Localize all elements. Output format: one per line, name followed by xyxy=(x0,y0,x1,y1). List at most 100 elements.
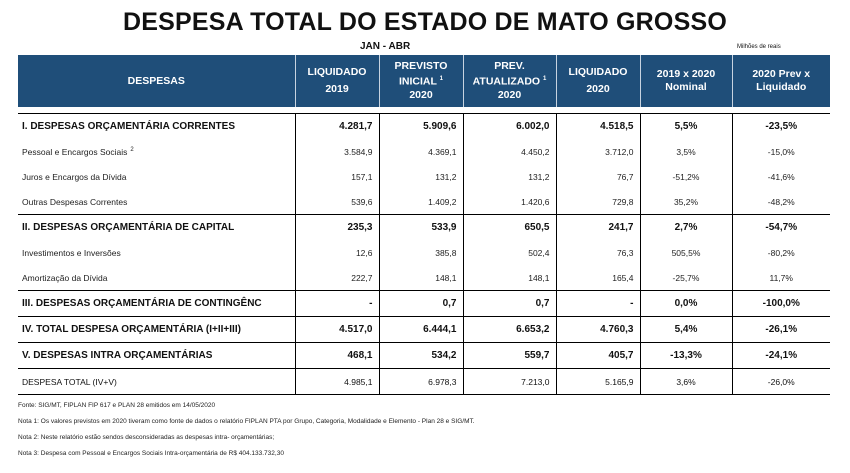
table-row: DESPESA TOTAL (IV+V) 4.985,1 6.978,3 7.213,… xyxy=(18,368,830,395)
table-row: Investimentos e Inversões 12,6 385,8 502,4 7… xyxy=(18,240,830,265)
cell-p2: -26,0% xyxy=(731,368,830,395)
table-row: Pessoal e Encargos Sociais 2 3.584,9 4.369,… xyxy=(18,139,830,164)
period-label: JAN - ABR xyxy=(360,41,411,52)
cell-v2: 4.369,1 xyxy=(378,139,463,164)
cell-v4: 165,4 xyxy=(555,265,640,291)
table-row: Juros e Encargos da Dívida 157,1 131,2 131,… xyxy=(18,164,830,189)
row-label: Outras Despesas Correntes xyxy=(22,196,128,207)
cell-v4: 5.165,9 xyxy=(555,368,640,395)
table-header: DESPESAS LIQUIDADO 2019 PREVISTO INICIAL… xyxy=(18,55,830,107)
table-row: V. DESPESAS INTRA ORÇAMENTÁRIAS 468,1 534,… xyxy=(18,342,830,369)
cell-v2: 385,8 xyxy=(378,240,463,265)
cell-p2: -26,1% xyxy=(731,316,830,343)
row-label: Pessoal e Encargos Sociais 2 xyxy=(22,146,134,157)
table-row: I. DESPESAS ORÇAMENTÁRIA CORRENTES 4.281,… xyxy=(18,113,830,139)
cell-p2: -48,2% xyxy=(731,189,830,215)
footnote-3: Nota 3: Despesa com Pessoal e Encargos S… xyxy=(18,450,284,457)
row-label: II. DESPESAS ORÇAMENTÁRIA DE CAPITAL xyxy=(18,214,295,240)
cell-v4: 729,8 xyxy=(555,189,640,215)
cell-v2: 6.978,3 xyxy=(378,368,463,395)
cell-v4: 405,7 xyxy=(555,342,640,369)
cell-v1: 3.584,9 xyxy=(294,139,379,164)
table-row: II. DESPESAS ORÇAMENTÁRIA DE CAPITAL 235,… xyxy=(18,214,830,240)
cell-v1: 4.281,7 xyxy=(294,113,379,139)
cell-v3: 0,7 xyxy=(462,290,556,317)
header-despesas: DESPESAS xyxy=(18,55,295,107)
cell-v3: 502,4 xyxy=(462,240,556,265)
cell-p2: -24,1% xyxy=(731,342,830,369)
cell-v4: 241,7 xyxy=(555,214,640,240)
cell-v1: 4.517,0 xyxy=(294,316,379,343)
cell-v4: 3.712,0 xyxy=(555,139,640,164)
cell-v3: 6.653,2 xyxy=(462,316,556,343)
cell-v1: 235,3 xyxy=(294,214,379,240)
header-liquidado-2020: LIQUIDADO 2020 xyxy=(555,55,640,107)
cell-p1: 5,4% xyxy=(639,316,732,343)
header-prev-vs-liquidado: 2020 Prev x Liquidado xyxy=(731,55,830,107)
cell-v2: 5.909,6 xyxy=(378,113,463,139)
cell-v3: 6.002,0 xyxy=(462,113,556,139)
row-label: V. DESPESAS INTRA ORÇAMENTÁRIAS xyxy=(18,342,295,369)
table-row: Outras Despesas Correntes 539,6 1.409,2 1.4… xyxy=(18,189,830,215)
row-label: III. DESPESAS ORÇAMENTÁRIA DE CONTINGÊNC xyxy=(18,290,295,317)
cell-p1: 2,7% xyxy=(639,214,732,240)
cell-p1: -13,3% xyxy=(639,342,732,369)
expense-table: DESPESAS LIQUIDADO 2019 PREVISTO INICIAL… xyxy=(18,55,830,395)
cell-v1: - xyxy=(294,290,379,317)
row-label: IV. TOTAL DESPESA ORÇAMENTÁRIA (I+II+III… xyxy=(18,316,295,343)
cell-v1: 468,1 xyxy=(294,342,379,369)
cell-p1: 5,5% xyxy=(639,113,732,139)
cell-v2: 131,2 xyxy=(378,164,463,189)
footnotes: Fonte: SIG/MT, FIPLAN FIP 617 e PLAN 28 … xyxy=(18,402,475,466)
table-row: III. DESPESAS ORÇAMENTÁRIA DE CONTINGÊNC… xyxy=(18,290,830,317)
cell-v2: 1.409,2 xyxy=(378,189,463,215)
header-prev-atualizado-2020: PREV. ATUALIZADO 1 2020 xyxy=(462,55,556,107)
cell-v3: 148,1 xyxy=(462,265,556,291)
cell-v3: 1.420,6 xyxy=(462,189,556,215)
cell-p2: -100,0% xyxy=(731,290,830,317)
cell-v2: 0,7 xyxy=(378,290,463,317)
cell-v3: 4.450,2 xyxy=(462,139,556,164)
cell-p1: -25,7% xyxy=(639,265,732,291)
cell-p1: 3,6% xyxy=(639,368,732,395)
cell-p2: -23,5% xyxy=(731,113,830,139)
cell-v4: - xyxy=(555,290,640,317)
cell-p1: 35,2% xyxy=(639,189,732,215)
cell-v4: 4.518,5 xyxy=(555,113,640,139)
footnote-source: Fonte: SIG/MT, FIPLAN FIP 617 e PLAN 28 … xyxy=(18,402,216,409)
cell-v3: 559,7 xyxy=(462,342,556,369)
cell-p1: 505,5% xyxy=(639,240,732,265)
cell-p1: -51,2% xyxy=(639,164,732,189)
header-nominal-variation: 2019 x 2020 Nominal xyxy=(639,55,732,107)
cell-v1: 222,7 xyxy=(294,265,379,291)
cell-v2: 533,9 xyxy=(378,214,463,240)
cell-v2: 148,1 xyxy=(378,265,463,291)
cell-v3: 131,2 xyxy=(462,164,556,189)
cell-p2: -80,2% xyxy=(731,240,830,265)
report-title: DESPESA TOTAL DO ESTADO DE MATO GROSSO xyxy=(123,8,727,36)
header-previsto-inicial-2020: PREVISTO INICIAL 1 2020 xyxy=(378,55,463,107)
cell-v1: 12,6 xyxy=(294,240,379,265)
cell-p1: 3,5% xyxy=(639,139,732,164)
cell-v3: 7.213,0 xyxy=(462,368,556,395)
header-liquidado-2019: LIQUIDADO 2019 xyxy=(294,55,379,107)
cell-v2: 6.444,1 xyxy=(378,316,463,343)
cell-v1: 157,1 xyxy=(294,164,379,189)
cell-v3: 650,5 xyxy=(462,214,556,240)
row-label: Juros e Encargos da Dívida xyxy=(22,171,127,182)
cell-p2: 11,7% xyxy=(731,265,830,291)
footnote-1: Nota 1: Os valores previstos em 2020 tiv… xyxy=(18,418,475,425)
cell-v1: 539,6 xyxy=(294,189,379,215)
row-label: I. DESPESAS ORÇAMENTÁRIA CORRENTES xyxy=(18,113,295,139)
row-label: Investimentos e Inversões xyxy=(22,247,121,258)
table-body: I. DESPESAS ORÇAMENTÁRIA CORRENTES 4.281,… xyxy=(18,107,830,395)
row-label: DESPESA TOTAL (IV+V) xyxy=(18,368,295,395)
cell-v4: 76,7 xyxy=(555,164,640,189)
table-row: Amortização da Dívida 222,7 148,1 148,1 165,… xyxy=(18,265,830,291)
cell-v1: 4.985,1 xyxy=(294,368,379,395)
cell-p2: -15,0% xyxy=(731,139,830,164)
cell-p1: 0,0% xyxy=(639,290,732,317)
cell-p2: -54,7% xyxy=(731,214,830,240)
footnote-2: Nota 2: Neste relatório estão sendos des… xyxy=(18,434,275,441)
cell-p2: -41,6% xyxy=(731,164,830,189)
